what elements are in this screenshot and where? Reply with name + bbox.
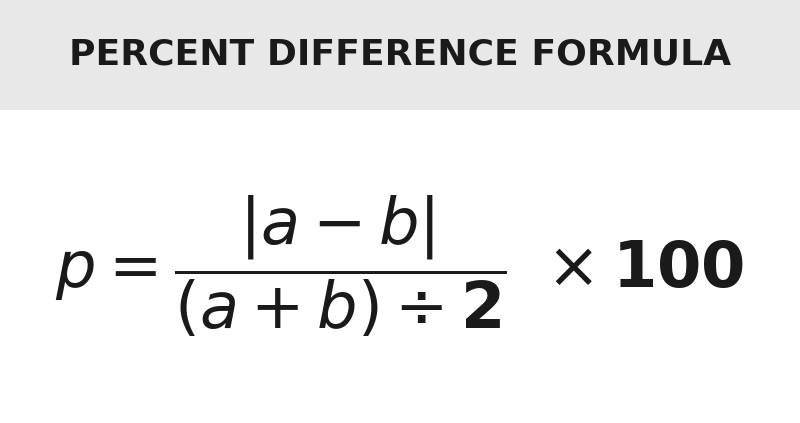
Text: PERCENT DIFFERENCE FORMULA: PERCENT DIFFERENCE FORMULA [69, 38, 731, 72]
Bar [0, 0, 800, 110]
Text: $\mathit{p} = \dfrac{|\mathit{a} - \mathit{b}|}{(\mathit{a} + \mathit{b}) \div \: $\mathit{p} = \dfrac{|\mathit{a} - \math… [55, 193, 745, 340]
